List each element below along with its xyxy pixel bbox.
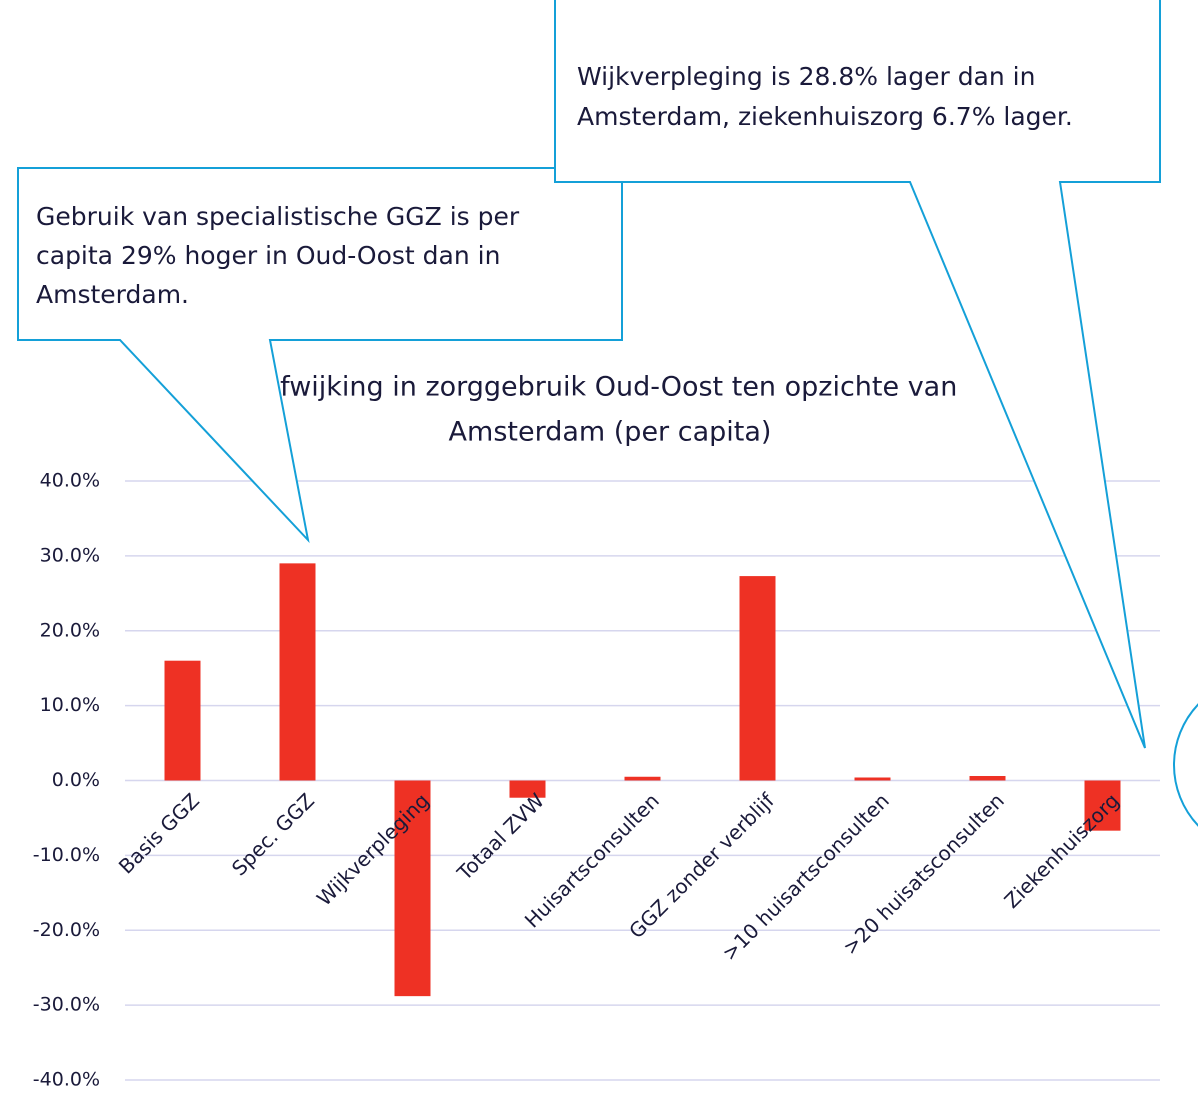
x-tick-label: Totaal ZVW [452, 788, 549, 885]
y-tick-label: 0.0% [52, 769, 100, 791]
plot: Afwijking in zorggebruik Oud-Oost ten op… [33, 372, 1160, 1091]
y-tick-label: -10.0% [33, 844, 100, 866]
annotation: Wijkverpleging is 28.8% lager dan in [577, 62, 1035, 91]
y-tick-label: -40.0% [33, 1069, 100, 1091]
circle-shape [1173, 703, 1198, 827]
annotation: capita 29% hoger in Oud-Oost dan in [36, 241, 500, 270]
annotation: Amsterdam. [36, 280, 189, 309]
chart-title: Afwijking in zorggebruik Oud-Oost ten op… [263, 372, 958, 403]
bar [969, 776, 1006, 781]
y-tick-label: 10.0% [40, 694, 100, 716]
callout-box [554, 0, 1161, 749]
x-tick-label: Spec. GGZ [227, 788, 319, 880]
y-tick-label: -30.0% [33, 994, 100, 1016]
y-tick-label: -20.0% [33, 919, 100, 941]
annotation: Amsterdam, ziekenhuiszorg 6.7% lager. [577, 102, 1073, 131]
callout-box [17, 167, 623, 544]
bar [1084, 780, 1121, 831]
chart-title: Amsterdam (per capita) [449, 417, 772, 448]
y-tick-label: 20.0% [40, 619, 100, 641]
annotation: Gebruik van specialistische GGZ is per [36, 202, 520, 231]
bar [509, 780, 546, 798]
bar [394, 780, 431, 997]
bar [854, 777, 891, 781]
bar [624, 776, 661, 781]
bar [279, 563, 316, 781]
y-tick-label: 40.0% [40, 470, 100, 492]
x-tick-label: Basis GGZ [114, 788, 204, 878]
bar [164, 660, 201, 781]
bar [739, 576, 776, 781]
y-tick-label: 30.0% [40, 544, 100, 566]
x-tick-label: Ziekenhuiszorg [999, 788, 1123, 912]
callouts: Gebruik van specialistische GGZ is per ca… [17, 0, 1198, 827]
